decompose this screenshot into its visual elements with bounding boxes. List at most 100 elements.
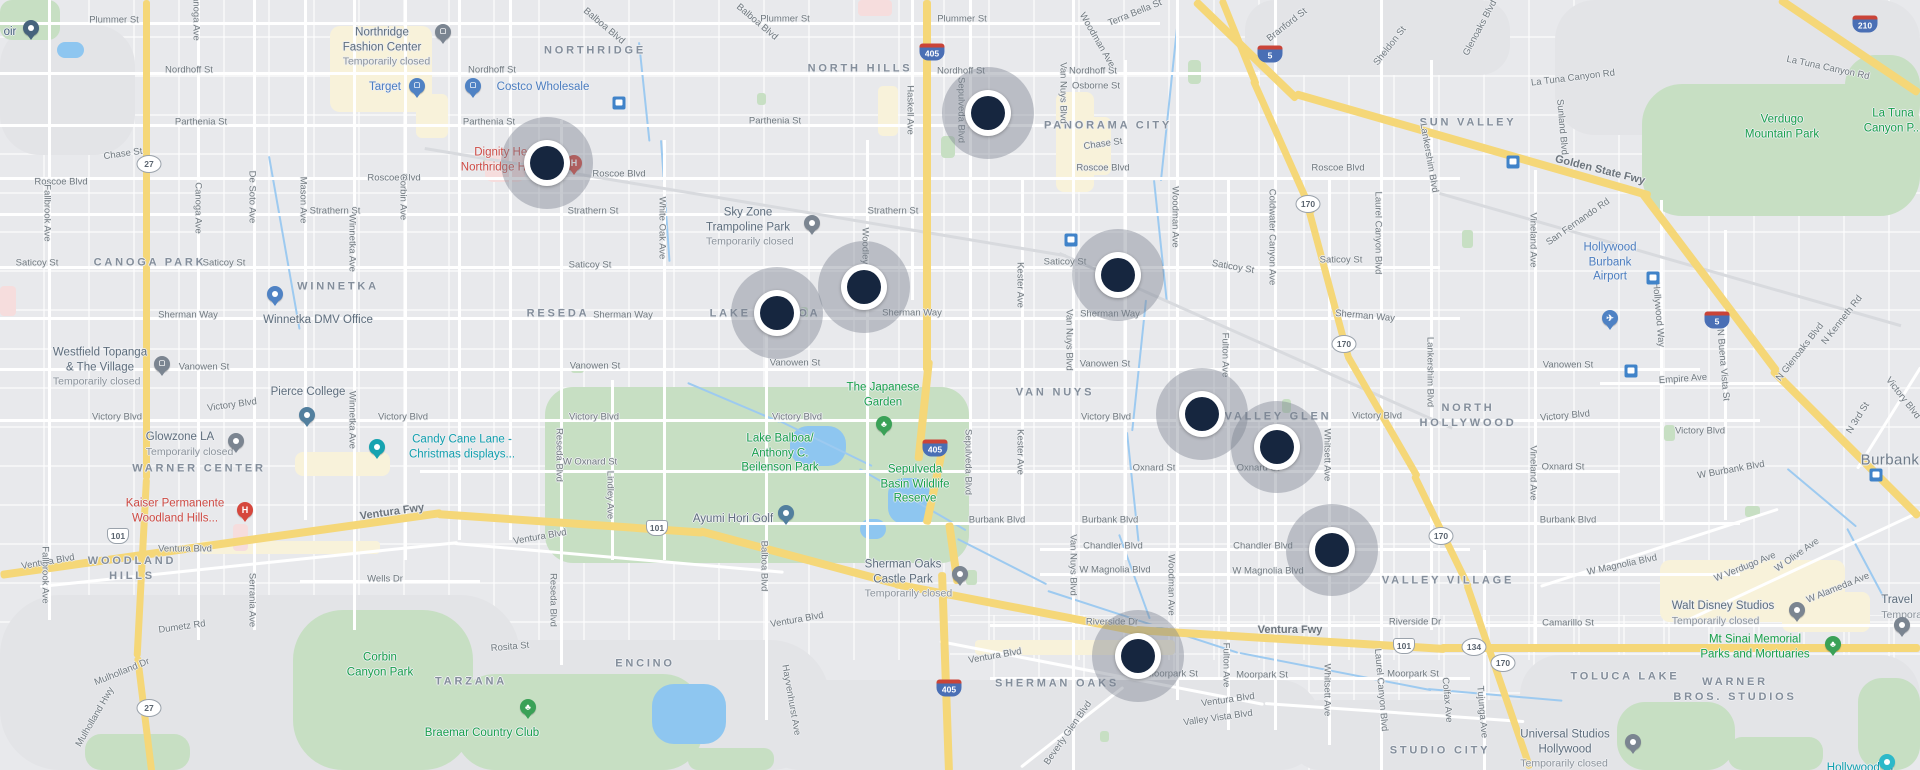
poi-label[interactable]: Pierce College [270,385,346,398]
area-label: CANOGA PARK [93,256,207,269]
poi-pin-dot[interactable] [778,505,794,521]
transit-station-icon[interactable] [1646,271,1660,285]
road-line [969,0,972,460]
route-shield-170: 170 [1490,654,1516,672]
map-marker[interactable] [1254,424,1300,470]
poi-pin-bag[interactable]: ▢ [435,24,451,40]
road-label: Camarillo St [1542,617,1594,629]
poi-pin-H[interactable]: H [566,155,582,171]
poi-pin-dot[interactable] [952,566,968,582]
road-line [0,368,1700,371]
map-marker[interactable] [841,264,887,310]
poi-label[interactable]: Westfield Topanga & The Village Temporaril… [52,346,148,388]
transit-station-icon[interactable] [612,96,626,110]
map-marker[interactable] [1115,633,1161,679]
poi-label[interactable]: Ayumi Hori Golf [692,512,774,525]
transit-station-icon[interactable] [1624,364,1638,378]
route-shield-101: 101 [646,520,668,536]
poi-label[interactable]: Northridge Fashion Center Temporarily clos… [342,26,431,68]
map-marker[interactable] [1179,391,1225,437]
poi-label[interactable]: Hollywood Si [1826,761,1894,770]
poi-label[interactable]: Sherman Oaks Castle Park Temporarily close… [864,558,953,600]
poi-label[interactable]: Sepulveda Basin Wildlife Reserve [880,463,950,505]
road-label: Kester Ave [1014,429,1026,475]
poi-pin-tree[interactable]: ♣ [876,416,892,432]
poi-pin-dot[interactable] [1789,602,1805,618]
road-label: Sherman Way [158,309,218,321]
poi-label[interactable]: La Tuna Canyon P... [1863,107,1920,135]
poi-label[interactable]: The Japanese Garden [846,381,920,409]
road-line [990,624,1920,627]
map-marker[interactable] [965,90,1011,136]
poi-label[interactable]: Candy Cane Lane - Christmas displays... [408,433,516,461]
road-line [866,140,869,560]
poi-label[interactable]: Winnetka DMV Office [263,313,373,326]
map-marker[interactable] [524,140,570,186]
road-line [0,317,1460,320]
poi-label[interactable]: oir [3,25,17,38]
road-line [404,0,407,560]
road-line [1040,573,1740,576]
poi-label[interactable]: Hollywood Burbank Airport [1583,241,1637,283]
road-label: Parthenia St [174,116,228,128]
road-label: Burbank Blvd [1539,514,1597,526]
map-marker[interactable] [1309,527,1355,573]
poi-pin-plane[interactable]: ✈ [1602,310,1618,326]
transit-station-icon[interactable] [1506,155,1520,169]
poi-label[interactable]: Travel Tempora [1881,593,1920,621]
poi-pin-dot[interactable] [267,286,283,302]
poi-pin-dot[interactable] [1894,617,1910,633]
poi-label[interactable]: Braemar Country Club [424,726,540,739]
transit-station-icon[interactable] [1869,468,1883,482]
road-line [253,0,256,630]
road-line [0,177,1460,180]
poi-label[interactable]: Universal Studios Hollywood Temporarily cl… [1520,728,1610,770]
area-label: NORTH HILLS [807,62,913,75]
poi-pin-dot[interactable] [23,20,39,36]
road-line [611,380,614,560]
poi-label[interactable]: Target [369,80,401,93]
poi-label[interactable]: Costco Wholesale [496,80,590,93]
area-label: VALLEY VILLAGE [1381,574,1515,587]
poi-label[interactable]: Mt Sinai Memorial Parks and Mortuaries [1700,633,1810,661]
road-line [1021,180,1024,520]
road-label: Moorpark St [1236,669,1288,681]
poi-pin-dot[interactable] [1879,754,1895,770]
poi-pin-dot[interactable] [299,407,315,423]
road-line [1227,180,1230,730]
road-label: Saticoy St [202,257,246,269]
park-area [1282,399,1291,413]
poi-label[interactable]: Sky Zone Trampoline Park Temporarily close… [706,206,794,248]
map-marker[interactable] [754,290,800,336]
poi-pin-dot[interactable] [369,439,385,455]
poi-pin-H[interactable]: H [237,502,253,518]
park-area [941,136,955,158]
road-label: Victory Blvd [1352,410,1402,422]
road-line [1724,230,1727,520]
poi-pin-dot[interactable] [804,215,820,231]
poi-label[interactable]: Glowzone LA Temporarily closed [145,430,234,458]
area-label: TOLUCA LAKE [1570,670,1680,683]
transit-station-icon[interactable] [1064,233,1078,247]
road-label: Burbank Blvd [968,514,1026,526]
road-line [300,580,480,583]
poi-label[interactable]: Verdugo Mountain Park [1744,113,1820,141]
poi-pin-dot[interactable] [1625,734,1641,750]
poi-pin-bag[interactable]: ▢ [154,356,170,372]
poi-pin-tree[interactable]: ♣ [1825,636,1841,652]
poi-label[interactable]: Lake Balboa/Anthony C. Beilenson Park [741,432,819,474]
road-line [509,0,512,540]
road-label: Sepulveda Blvd [962,428,974,496]
poi-label[interactable]: Kaiser Permanente Woodland Hills... [125,497,225,525]
route-shield-101: 101 [1393,638,1415,654]
road-label: Ventura Blvd [158,543,212,555]
poi-label[interactable]: Walt Disney Studios Temporarily closed [1671,599,1775,627]
poi-pin-bag[interactable]: ▢ [409,78,425,94]
terrain-hill [1245,0,1510,75]
poi-label[interactable]: Corbin Canyon Park [346,651,414,679]
map-marker[interactable] [1095,252,1141,298]
poi-pin-tree[interactable]: ♣ [520,699,536,715]
poi-pin-bag[interactable]: ▢ [465,78,481,94]
poi-pin-dot[interactable] [228,433,244,449]
